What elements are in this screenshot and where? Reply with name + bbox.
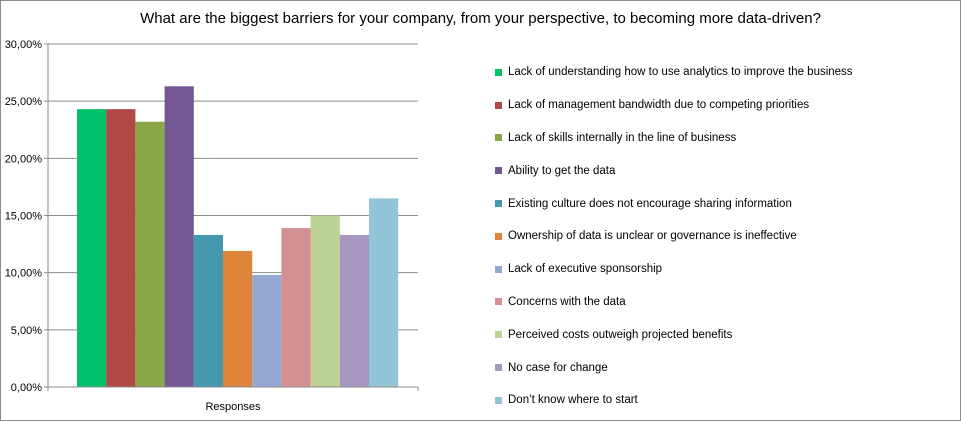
bar xyxy=(339,234,369,387)
legend-item: Don’t know where to start xyxy=(495,384,955,417)
legend-item: Concerns with the data xyxy=(495,286,955,319)
legend-label: Existing culture does not encourage shar… xyxy=(508,197,792,210)
bar xyxy=(281,228,311,387)
legend-label: Concerns with the data xyxy=(508,295,626,308)
legend-label: Ownership of data is unclear or governan… xyxy=(508,230,797,243)
legend-item: Existing culture does not encourage shar… xyxy=(495,187,955,220)
bar xyxy=(135,121,165,387)
legend-item: No case for change xyxy=(495,351,955,384)
y-tick-label: 25,00% xyxy=(5,96,43,108)
y-tick-label: 20,00% xyxy=(5,153,43,165)
legend-swatch xyxy=(495,68,502,76)
legend-item: Lack of understanding how to use analyti… xyxy=(495,56,955,89)
y-tick-label: 10,00% xyxy=(5,268,43,280)
legend-label: Perceived costs outweigh projected benef… xyxy=(508,328,733,341)
legend-swatch xyxy=(495,101,502,109)
bar xyxy=(310,215,340,387)
legend-label: No case for change xyxy=(508,361,608,374)
legend-item: Lack of management bandwidth due to comp… xyxy=(495,89,955,122)
legend-item: Ownership of data is unclear or governan… xyxy=(495,220,955,253)
bar xyxy=(77,109,107,388)
legend-swatch xyxy=(495,232,502,240)
bar xyxy=(164,86,194,387)
bar xyxy=(223,250,253,387)
y-tick-label: 15,00% xyxy=(5,211,43,223)
legend-label: Lack of executive sponsorship xyxy=(508,263,663,276)
legend-swatch xyxy=(495,265,502,273)
bar xyxy=(106,109,136,388)
legend-swatch xyxy=(495,396,502,404)
chart-title: What are the biggest barriers for your c… xyxy=(140,10,821,27)
legend-label: Don’t know where to start xyxy=(508,394,638,407)
legend-swatch xyxy=(495,167,502,175)
bar xyxy=(369,198,399,387)
legend-label: Lack of management bandwidth due to comp… xyxy=(508,99,810,112)
legend-item: Lack of executive sponsorship xyxy=(495,253,955,286)
y-tick-label: 5,00% xyxy=(11,325,42,337)
legend-swatch xyxy=(495,364,502,372)
bar xyxy=(252,274,282,387)
legend: Lack of understanding how to use analyti… xyxy=(495,56,955,417)
legend-swatch xyxy=(495,200,502,208)
bar xyxy=(193,234,223,387)
y-tick-label: 0,00% xyxy=(11,382,42,394)
legend-label: Lack of understanding how to use analyti… xyxy=(508,66,853,79)
legend-swatch xyxy=(495,298,502,306)
y-tick-label: 30,00% xyxy=(5,39,43,51)
legend-label: Lack of skills internally in the line of… xyxy=(508,131,737,144)
legend-item: Lack of skills internally in the line of… xyxy=(495,122,955,155)
legend-item: Perceived costs outweigh projected benef… xyxy=(495,318,955,351)
legend-item: Ability to get the data xyxy=(495,154,955,187)
legend-label: Ability to get the data xyxy=(508,164,616,177)
x-category-label: Responses xyxy=(205,401,261,413)
legend-swatch xyxy=(495,331,502,339)
legend-swatch xyxy=(495,134,502,142)
